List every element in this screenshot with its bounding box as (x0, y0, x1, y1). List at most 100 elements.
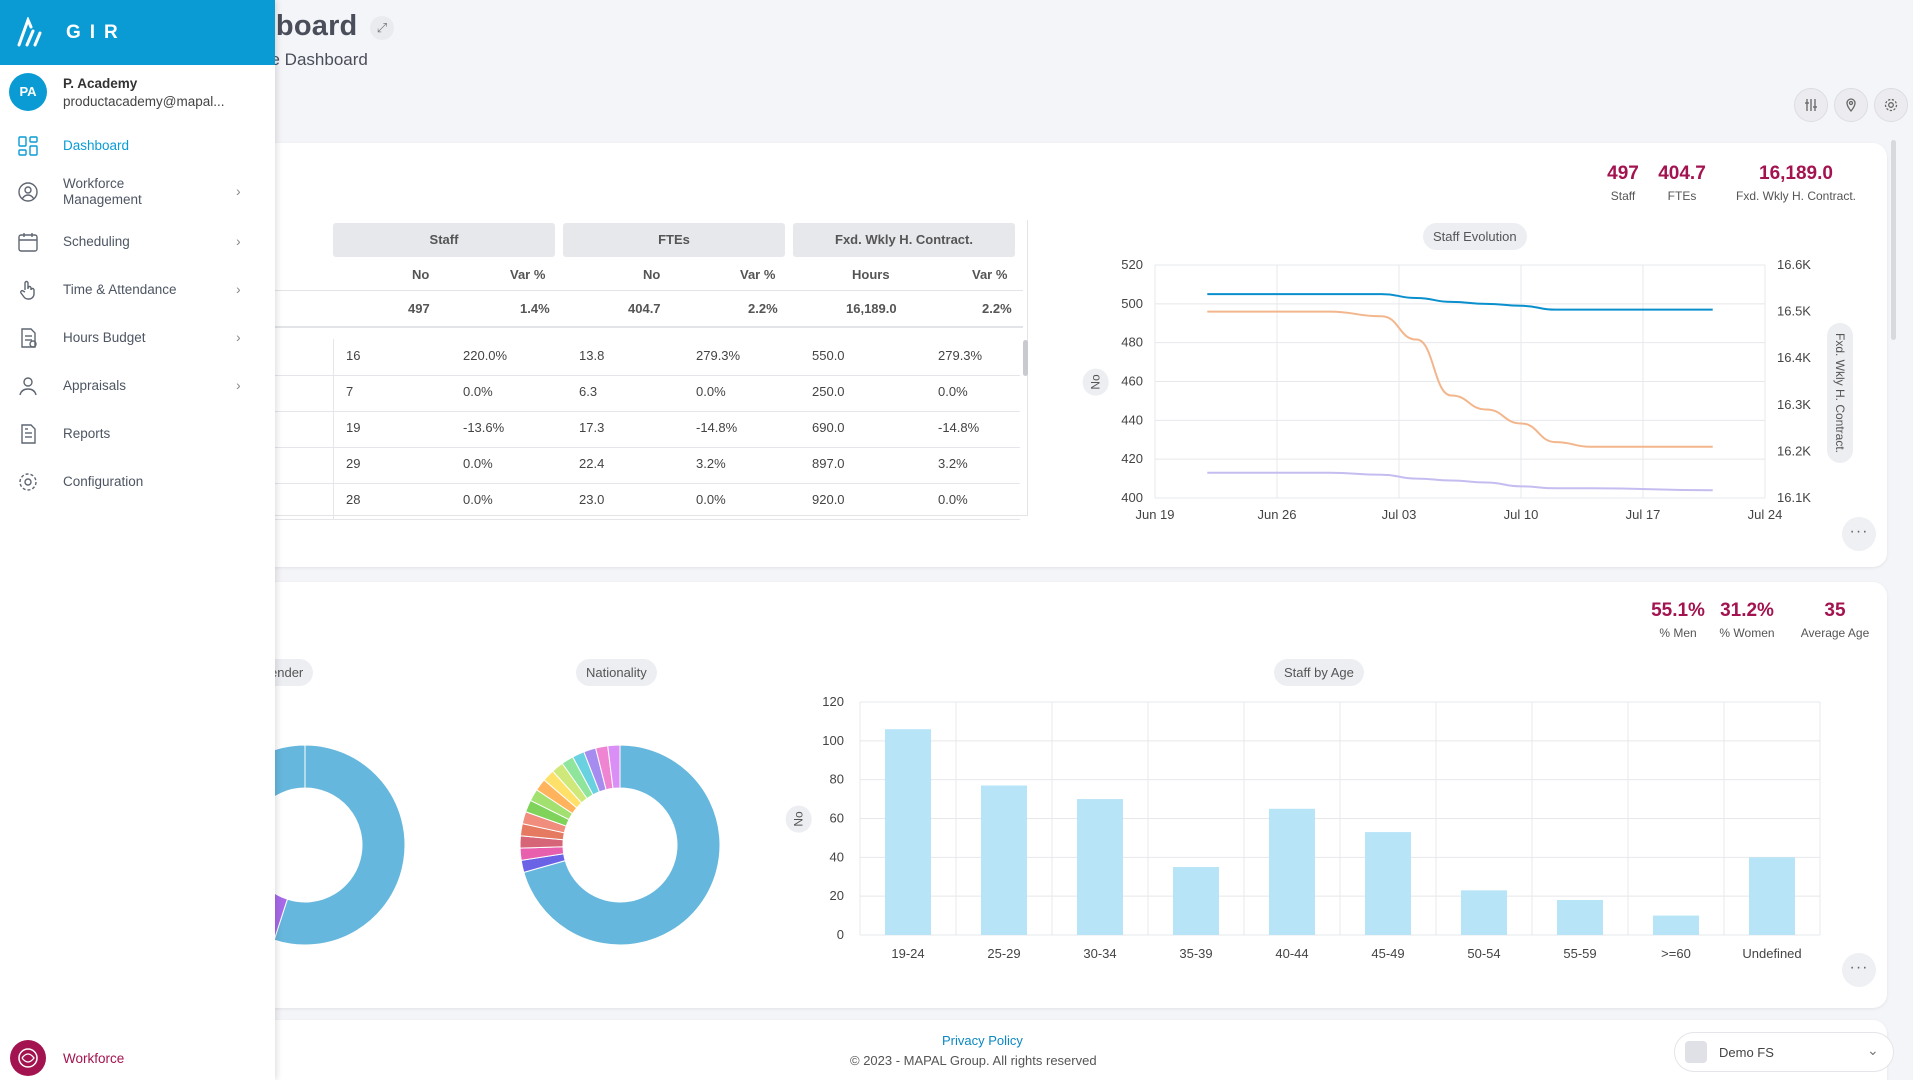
chart-more-button[interactable]: ··· (1842, 517, 1876, 551)
table-cell: 220.0% (463, 348, 508, 363)
chart-title-gender: ender (260, 659, 314, 686)
y-tick-label: 120 (822, 694, 844, 709)
settings-button[interactable] (1874, 88, 1908, 122)
workforce-logo-icon[interactable] (10, 1040, 46, 1076)
sliders-icon (1805, 99, 1817, 111)
table-cell: 550.0 (812, 348, 845, 363)
sidebar-item-appraisals[interactable]: Appraisals › (0, 364, 275, 408)
y2-tick-label: 16.6K (1777, 257, 1811, 272)
footer (255, 1020, 1887, 1080)
bar-55-59[interactable] (1556, 900, 1604, 935)
sidebar-item-label: Reports (63, 426, 111, 441)
y2-tick-label: 16.1K (1777, 490, 1811, 505)
user-email: productacademy@mapal... (63, 94, 225, 109)
column-divider (333, 483, 334, 519)
table-cell: 0.0% (463, 384, 493, 399)
bar-25-29[interactable] (980, 785, 1028, 935)
sidebar-item-workforce-management[interactable]: Workforce Management › (0, 170, 275, 214)
chevron-right-icon: › (236, 233, 241, 249)
row-divider (270, 411, 1020, 412)
location-button[interactable] (1834, 88, 1868, 122)
table-subheader: Var % (972, 267, 1008, 282)
gender-donut-chart (255, 744, 406, 946)
report-icon (16, 422, 40, 446)
table-cell: 0.0% (938, 384, 968, 399)
row-divider (270, 483, 1020, 484)
y-axis-label: No (785, 805, 812, 833)
column-divider (333, 375, 334, 411)
table-cell: 7 (346, 384, 354, 399)
table-group-staff: Staff (333, 223, 555, 257)
location-icon (1846, 98, 1856, 112)
table-cell: 279.3% (696, 348, 741, 363)
calendar-icon (16, 230, 40, 254)
bar-40-44[interactable] (1268, 808, 1316, 935)
table-cell: 897.0 (812, 456, 845, 471)
x-tick-label: 50-54 (1467, 946, 1500, 961)
donut-slice-0[interactable] (273, 744, 406, 946)
sidebar-item-label: Hours Budget (63, 330, 146, 345)
bar-Undefined[interactable] (1748, 857, 1796, 935)
x-tick-label: Jul 10 (1504, 507, 1539, 522)
sidebar-item-label: Dashboard (63, 138, 130, 153)
bar-50-54[interactable] (1460, 890, 1508, 935)
donut-slice-15[interactable] (607, 744, 621, 789)
y-tick-label: 520 (1121, 257, 1143, 272)
chevron-right-icon: › (236, 329, 241, 345)
x-tick-label: 30-34 (1083, 946, 1116, 961)
bar-30-34[interactable] (1076, 799, 1124, 935)
bar->=60[interactable] (1652, 915, 1700, 935)
table-cell: 920.0 (812, 492, 845, 507)
bar-19-24[interactable] (884, 729, 932, 935)
column-divider (333, 447, 334, 483)
expand-icon[interactable]: ⤢ (370, 16, 394, 40)
filter-button[interactable] (1794, 88, 1828, 122)
x-tick-label: Jun 26 (1257, 507, 1296, 522)
total-cell: 1.4% (520, 301, 550, 316)
table-cell: 22.4 (579, 456, 605, 471)
table-scrollbar[interactable] (1023, 340, 1028, 376)
page-subtitle: ce Dashboard (262, 50, 368, 69)
bar-45-49[interactable] (1364, 832, 1412, 935)
row-divider (270, 519, 1020, 520)
table-cell: 16 (346, 348, 361, 363)
sidebar-item-configuration[interactable]: Configuration (0, 460, 275, 504)
gear-icon (16, 470, 40, 494)
sidebar-item-hours-budget[interactable]: Hours Budget › (0, 316, 275, 360)
y2-tick-label: 16.2K (1777, 443, 1811, 458)
total-cell: 497 (408, 301, 430, 316)
sidebar-item-scheduling[interactable]: Scheduling › (0, 220, 275, 264)
avatar[interactable]: PA (9, 73, 47, 111)
table-cell: 250.0 (812, 384, 845, 399)
copyright: © 2023 - MAPAL Group. All rights reserve… (850, 1053, 1097, 1068)
table-cell: -13.6% (463, 420, 505, 435)
table-cell: 17.3 (579, 420, 605, 435)
page-scrollbar[interactable] (1891, 140, 1896, 340)
sidebar-item-time-attendance[interactable]: Time & Attendance › (0, 268, 275, 312)
donut-slice-0[interactable] (523, 744, 721, 946)
table-subheader: Var % (740, 267, 776, 282)
table-subheader: No (412, 267, 430, 282)
person-icon (16, 374, 40, 398)
x-tick-label: 19-24 (891, 946, 924, 961)
y-tick-label: 40 (830, 849, 844, 864)
sidebar-item-dashboard[interactable]: Dashboard (0, 124, 275, 168)
table-cell: -14.8% (696, 420, 738, 435)
bar-35-39[interactable] (1172, 867, 1220, 935)
table-cell: 690.0 (812, 420, 845, 435)
y-tick-label: 460 (1121, 374, 1143, 389)
sidebar-item-label: Scheduling (63, 234, 130, 249)
chart-more-button[interactable]: ··· (1842, 953, 1876, 987)
workforce-symbol-icon (18, 1048, 38, 1068)
y-tick-label: 0 (837, 927, 844, 942)
privacy-policy-link[interactable]: Privacy Policy (942, 1033, 1023, 1048)
sidebar-item-reports[interactable]: Reports (0, 412, 275, 456)
y-tick-label: 60 (830, 811, 844, 826)
company-selector[interactable]: Demo FS ⌄ (1674, 1032, 1894, 1072)
nationality-donut-chart (519, 744, 721, 946)
dashboard-icon (16, 134, 40, 158)
x-tick-label: 45-49 (1371, 946, 1404, 961)
workforce-label[interactable]: Workforce (63, 1051, 125, 1066)
x-tick-label: Jul 03 (1382, 507, 1417, 522)
column-divider (333, 411, 334, 447)
